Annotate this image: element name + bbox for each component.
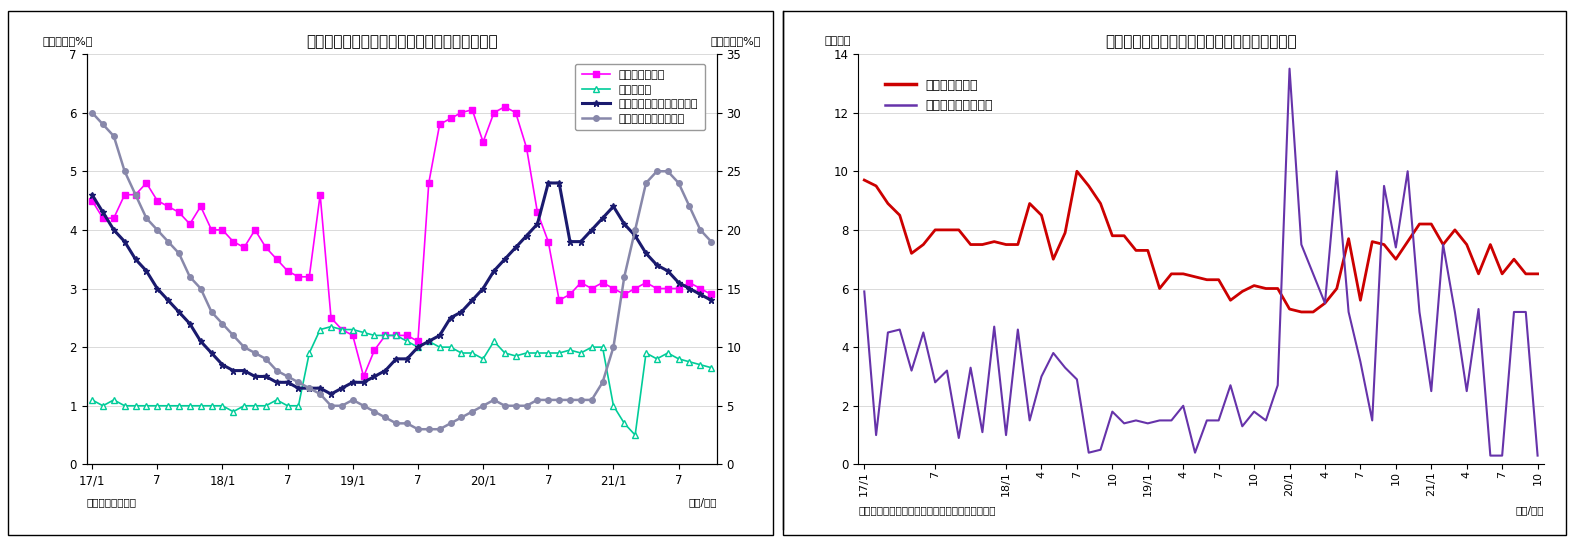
Text: （前年比、%）: （前年比、%）: [710, 36, 761, 46]
Text: （年/月）: （年/月）: [1515, 505, 1544, 516]
Text: （年/月）: （年/月）: [688, 497, 717, 508]
Title: （図表７）　マネタリーベースと内訳（平残）: （図表７） マネタリーベースと内訳（平残）: [306, 33, 498, 49]
Legend: 日銀券発行残高, 貨幣流通高, マネタリーベース（右軸）, 日銀当座預金（右軸）: 日銀券発行残高, 貨幣流通高, マネタリーベース（右軸）, 日銀当座預金（右軸）: [575, 64, 704, 130]
Text: （前年比、%）: （前年比、%）: [43, 36, 93, 46]
Legend: 長期国債買入額, 国庫短期証券買入額: 長期国債買入額, 国庫短期証券買入額: [879, 72, 1000, 119]
Title: （図表８）日銀の国債買入れ額（月次フロー）: （図表８）日銀の国債買入れ額（月次フロー）: [1106, 33, 1296, 49]
Text: （兆円）: （兆円）: [824, 36, 850, 46]
Text: （資料）日銀データよりニッセイ基礎研究所作成: （資料）日銀データよりニッセイ基礎研究所作成: [858, 505, 995, 516]
Text: （資料）日本銀行: （資料）日本銀行: [87, 497, 137, 508]
